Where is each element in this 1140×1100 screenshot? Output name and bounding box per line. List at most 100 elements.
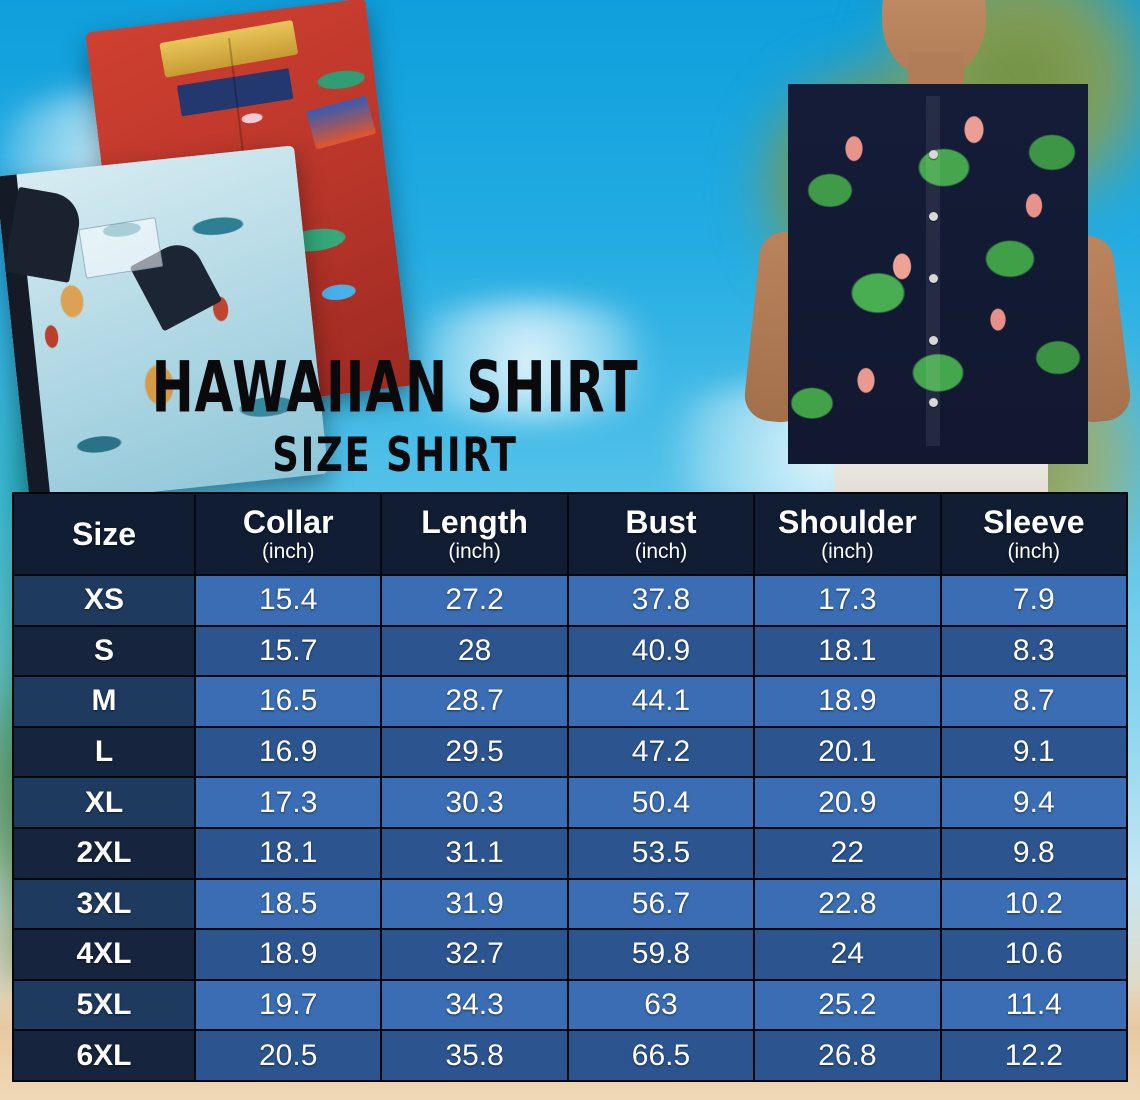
cell-length: 28.7	[382, 677, 567, 726]
cell-length: 29.5	[382, 727, 567, 777]
col-header-size-label: Size	[71, 515, 137, 552]
col-header-bust-label: Bust	[625, 503, 697, 540]
size-cell: L	[14, 727, 194, 777]
cell-collar: 18.1	[196, 828, 381, 878]
col-header-sleeve: Sleeve (inch)	[941, 494, 1126, 574]
size-cell: XS	[14, 576, 194, 625]
cell-bust: 37.8	[568, 576, 754, 625]
cell-bust: 56.7	[568, 879, 754, 929]
table-body: XS 15.4 27.2 37.8 17.3 7.9 S 15.7 28 40.9 18.1 8.3 M…	[14, 576, 1126, 1080]
size-cell: M	[14, 677, 194, 726]
cell-collar: 18.5	[196, 879, 381, 929]
cell-collar: 17.3	[196, 778, 381, 827]
cell-sleeve: 9.4	[941, 778, 1126, 827]
size-cell: 5XL	[14, 980, 194, 1030]
cell-length: 34.3	[382, 980, 567, 1030]
col-header-collar: Collar (inch)	[196, 494, 381, 574]
cell-collar: 19.7	[196, 980, 381, 1030]
table-header: Size Collar (inch) Length (inch) Bust (i…	[14, 494, 1126, 574]
table-row: 2XL 18.1 31.1 53.5 22 9.8	[14, 828, 1126, 878]
cell-sleeve: 8.3	[941, 626, 1126, 676]
cell-sleeve: 7.9	[941, 576, 1126, 625]
table-row: M 16.5 28.7 44.1 18.9 8.7	[14, 677, 1126, 726]
cell-length: 27.2	[382, 576, 567, 625]
cell-collar: 15.7	[196, 626, 381, 676]
cell-length: 35.8	[382, 1031, 567, 1080]
size-cell: S	[14, 626, 194, 676]
cell-sleeve: 10.2	[941, 879, 1126, 929]
table-row: XS 15.4 27.2 37.8 17.3 7.9	[14, 576, 1126, 625]
table-row: L 16.9 29.5 47.2 20.1 9.1	[14, 727, 1126, 777]
cell-collar: 18.9	[196, 930, 381, 979]
cell-sleeve: 11.4	[941, 980, 1126, 1030]
cell-bust: 63	[568, 980, 754, 1030]
cell-shoulder: 22	[755, 828, 940, 878]
cell-bust: 47.2	[568, 727, 754, 777]
size-cell: 2XL	[14, 828, 194, 878]
cloud	[380, 300, 680, 420]
shirt-placket	[926, 96, 940, 446]
cell-bust: 40.9	[568, 626, 754, 676]
cell-sleeve: 12.2	[941, 1031, 1126, 1080]
page-title: HAWAIIAN SHIRT	[151, 346, 639, 429]
cell-length: 31.9	[382, 879, 567, 929]
size-table: Size Collar (inch) Length (inch) Bust (i…	[12, 492, 1128, 1082]
cell-bust: 44.1	[568, 677, 754, 726]
table-row: S 15.7 28 40.9 18.1 8.3	[14, 626, 1126, 676]
col-header-collar-label: Collar	[242, 503, 334, 540]
col-header-bust-unit: (inch)	[634, 539, 688, 563]
size-cell: 6XL	[14, 1031, 194, 1080]
collar-left	[3, 186, 84, 283]
table-row: 4XL 18.9 32.7 59.8 24 10.6	[14, 930, 1126, 979]
cell-bust: 59.8	[568, 930, 754, 979]
cell-sleeve: 8.7	[941, 677, 1126, 726]
cell-length: 32.7	[382, 930, 567, 979]
col-header-shoulder: Shoulder (inch)	[755, 494, 940, 574]
cell-bust: 53.5	[568, 828, 754, 878]
col-header-sleeve-label: Sleeve	[983, 503, 1085, 540]
cell-length: 31.1	[382, 828, 567, 878]
cell-shoulder: 26.8	[755, 1031, 940, 1080]
shirt-button	[929, 336, 938, 345]
cell-shoulder: 24	[755, 930, 940, 979]
size-cell: 3XL	[14, 879, 194, 929]
cell-length: 30.3	[382, 778, 567, 827]
col-header-size: Size	[14, 494, 194, 574]
shirt-button	[929, 150, 938, 159]
shirt-button	[929, 398, 938, 407]
col-header-length-unit: (inch)	[448, 539, 501, 563]
cell-shoulder: 18.1	[755, 626, 940, 676]
title-block: HAWAIIAN SHIRT SIZE SHIRT	[0, 346, 790, 479]
cell-bust: 50.4	[568, 778, 754, 827]
size-cell: XL	[14, 778, 194, 827]
col-header-shoulder-unit: (inch)	[821, 539, 874, 563]
size-chart: Size Collar (inch) Length (inch) Bust (i…	[12, 492, 1128, 1082]
cell-shoulder: 22.8	[755, 879, 940, 929]
col-header-collar-unit: (inch)	[261, 539, 315, 563]
cell-shoulder: 18.9	[755, 677, 940, 726]
cell-collar: 20.5	[196, 1031, 381, 1080]
header-row: Size Collar (inch) Length (inch) Bust (i…	[14, 494, 1126, 574]
col-header-sleeve-unit: (inch)	[1007, 539, 1061, 563]
table-row: 5XL 19.7 34.3 63 25.2 11.4	[14, 980, 1126, 1030]
cell-bust: 66.5	[568, 1031, 754, 1080]
cell-shoulder: 20.1	[755, 727, 940, 777]
cell-sleeve: 10.6	[941, 930, 1126, 979]
cell-sleeve: 9.1	[941, 727, 1126, 777]
col-header-shoulder-label: Shoulder	[778, 503, 917, 540]
col-header-length: Length (inch)	[382, 494, 567, 574]
cell-shoulder: 20.9	[755, 778, 940, 827]
cell-sleeve: 9.8	[941, 828, 1126, 878]
sleeve-logo	[305, 96, 376, 150]
table-row: 6XL 20.5 35.8 66.5 26.8 12.2	[14, 1031, 1126, 1080]
model-shirt	[788, 84, 1088, 464]
model-photo	[730, 0, 1140, 492]
cell-length: 28	[382, 626, 567, 676]
shirt-button	[929, 212, 938, 221]
page-subtitle: SIZE SHIRT	[272, 427, 518, 484]
shirt-button	[929, 274, 938, 283]
col-header-length-label: Length	[421, 503, 528, 540]
cell-shoulder: 25.2	[755, 980, 940, 1030]
cell-collar: 16.9	[196, 727, 381, 777]
table-row: XL 17.3 30.3 50.4 20.9 9.4	[14, 778, 1126, 827]
